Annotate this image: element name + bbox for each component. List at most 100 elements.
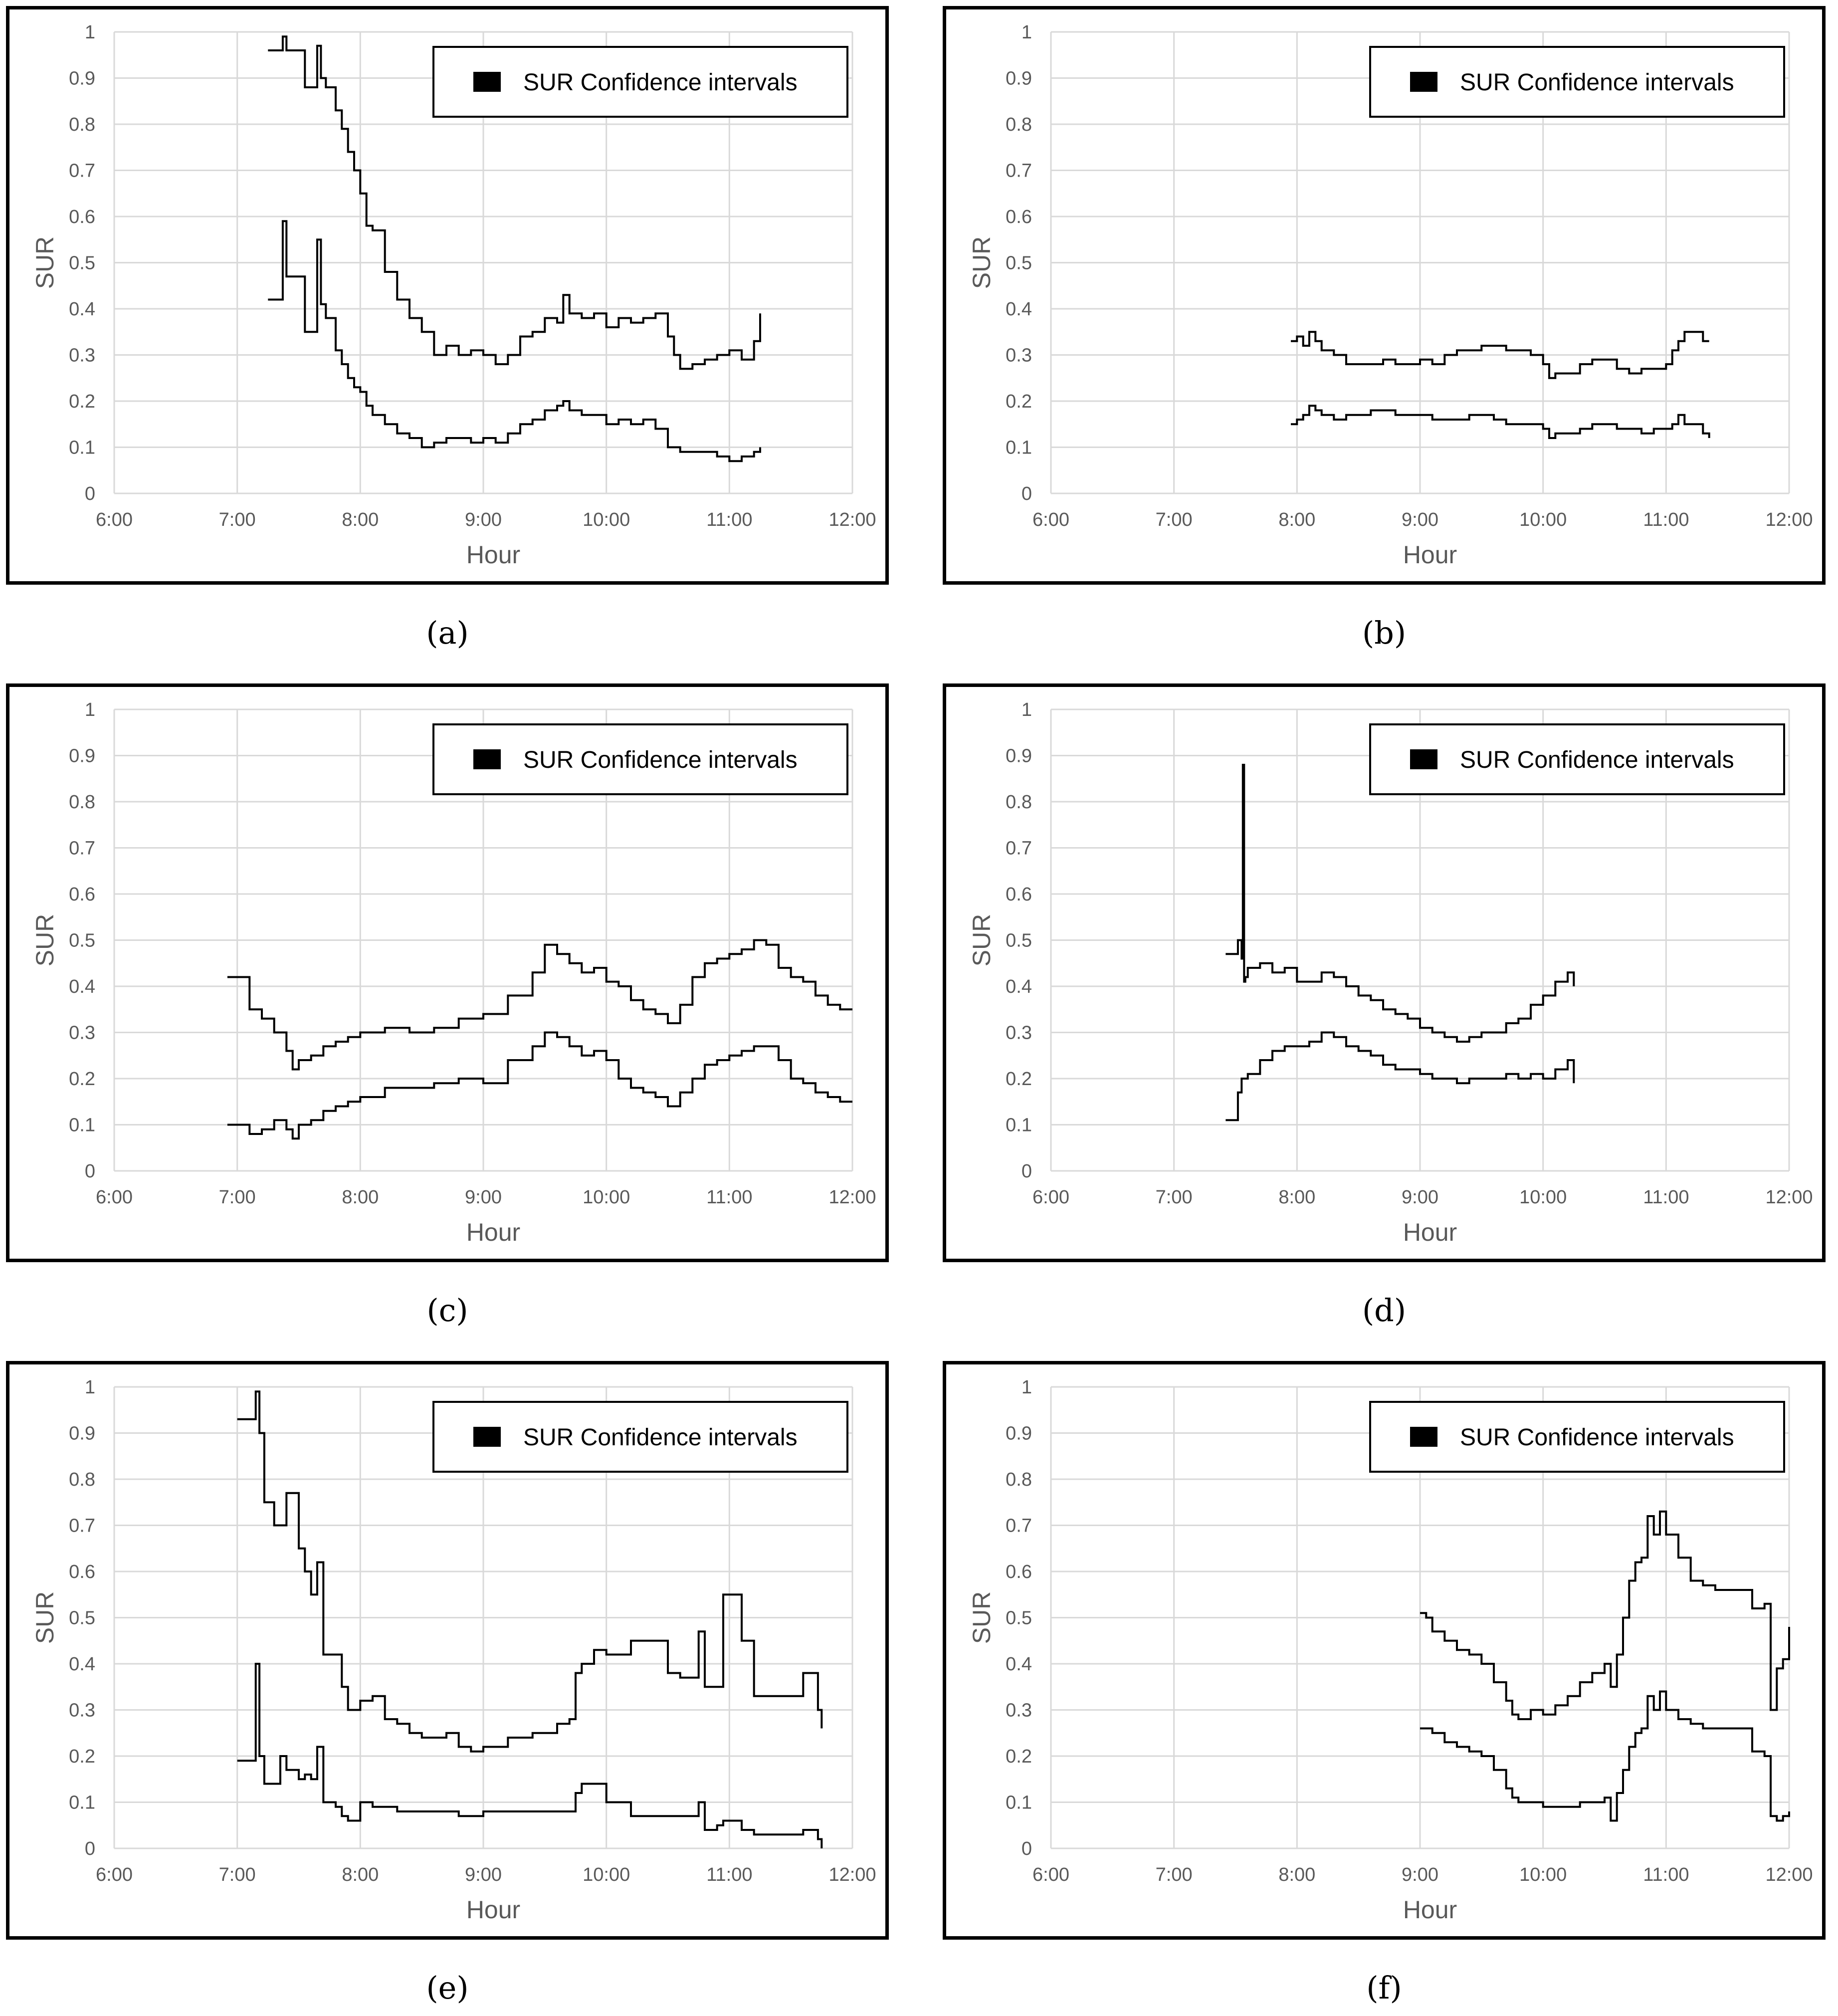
series-line-lower	[268, 220, 761, 462]
y-tick-label: 0.5	[69, 253, 95, 274]
y-tick-label: 0.9	[1006, 746, 1032, 767]
y-tick-label: 0.1	[69, 1792, 95, 1813]
x-tick-label: 7:00	[1156, 1864, 1193, 1885]
y-tick-label: 1	[1021, 22, 1032, 43]
panel-caption: (f)	[1366, 1970, 1402, 2006]
y-tick-label: 1	[1021, 1377, 1032, 1398]
y-tick-label: 0.9	[1006, 1423, 1032, 1444]
series-line-lower	[227, 1031, 852, 1140]
x-tick-label: 11:00	[1643, 1864, 1689, 1885]
y-tick-label: 0.7	[1006, 1516, 1032, 1537]
series-line-lower	[1291, 405, 1710, 439]
y-tick-label: 0.5	[1006, 930, 1032, 951]
y-tick-label: 0.1	[69, 438, 95, 458]
line-chart-f: 0 0.1 0.2 0.3 0.4 0.5 0.6 0.7 0.8 0.9 1 6:00 7:00 8:0…	[968, 1377, 1813, 1924]
line-chart-e: 0 0.1 0.2 0.3 0.4 0.5 0.6 0.7 0.8 0.9 1 6:00 7:00 8:0…	[31, 1377, 876, 1924]
y-tick-label: 1	[85, 699, 95, 720]
y-tick-label: 0.8	[1006, 1469, 1032, 1490]
series-line-upper	[227, 939, 852, 1071]
y-tick-label: 0	[85, 1161, 95, 1182]
y-tick-label: 0.8	[69, 114, 95, 135]
x-tick-label: 6:00	[96, 509, 133, 530]
x-tick-label: 7:00	[219, 1187, 256, 1208]
y-tick-label: 0.7	[69, 161, 95, 182]
legend-label: SUR Confidence intervals	[1460, 1424, 1734, 1451]
y-tick-label: 0.9	[69, 746, 95, 767]
legend-box	[1369, 1401, 1785, 1473]
x-tick-label: 8:00	[1278, 1187, 1315, 1208]
legend-label: SUR Confidence intervals	[1460, 747, 1734, 773]
y-tick-label: 0.4	[1006, 1654, 1032, 1675]
legend-box	[432, 723, 848, 795]
legend-label: SUR Confidence intervals	[523, 69, 798, 96]
y-tick-label: 0.3	[1006, 1023, 1032, 1044]
y-tick-label: 0.7	[1006, 838, 1032, 859]
y-axis-label: SUR	[968, 914, 996, 967]
legend-swatch	[1410, 749, 1437, 769]
y-tick-label: 0.2	[69, 391, 95, 412]
y-tick-label: 0	[1021, 1838, 1032, 1859]
x-tick-label: 6:00	[1032, 509, 1069, 530]
x-tick-label: 7:00	[1156, 1187, 1193, 1208]
x-tick-label: 10:00	[583, 509, 630, 530]
panel-caption: (b)	[1362, 615, 1407, 651]
y-tick-label: 0.1	[1006, 1792, 1032, 1813]
x-tick-label: 9:00	[465, 1864, 502, 1885]
y-tick-label: 0.3	[69, 1700, 95, 1721]
x-tick-label: 10:00	[583, 1187, 630, 1208]
legend-swatch	[473, 72, 501, 92]
legend-box	[432, 1401, 848, 1473]
y-tick-label: 0.8	[1006, 792, 1032, 813]
panel-caption: (e)	[426, 1970, 469, 2006]
x-tick-label: 12:00	[1765, 1864, 1813, 1885]
y-tick-label: 0.8	[69, 792, 95, 813]
x-tick-label: 12:00	[828, 1187, 876, 1208]
y-tick-label: 0.4	[69, 1654, 95, 1675]
chart-frame: 0 0.1 0.2 0.3 0.4 0.5 0.6 0.7 0.8 0.9 1 6:00 7:00 8:0…	[943, 6, 1826, 585]
line-chart-d: 0 0.1 0.2 0.3 0.4 0.5 0.6 0.7 0.8 0.9 1 6:00 7:00 8:0…	[968, 699, 1813, 1246]
legend-box	[432, 46, 848, 118]
y-tick-label: 0.3	[69, 1023, 95, 1044]
x-tick-label: 10:00	[583, 1864, 630, 1885]
series-line-upper	[1225, 764, 1575, 1043]
x-tick-label: 12:00	[828, 1864, 876, 1885]
x-tick-label: 11:00	[1643, 509, 1689, 530]
series-line-lower	[237, 1663, 823, 1848]
x-tick-label: 8:00	[342, 1187, 379, 1208]
y-tick-label: 0	[85, 483, 95, 504]
y-tick-label: 0.2	[1006, 391, 1032, 412]
x-tick-label: 7:00	[219, 509, 256, 530]
x-tick-label: 11:00	[706, 1864, 752, 1885]
y-tick-label: 0.1	[1006, 438, 1032, 458]
x-axis-label: Hour	[1403, 1218, 1457, 1246]
x-tick-label: 9:00	[465, 509, 502, 530]
panel-caption: (a)	[426, 615, 469, 651]
y-tick-label: 0.9	[69, 1423, 95, 1444]
x-axis-label: Hour	[466, 541, 520, 569]
y-tick-label: 0.8	[69, 1469, 95, 1490]
x-tick-label: 8:00	[342, 1864, 379, 1885]
legend-swatch	[473, 1427, 501, 1447]
y-tick-label: 0.5	[1006, 253, 1032, 274]
y-tick-label: 0.5	[1006, 1608, 1032, 1629]
y-tick-label: 0.9	[69, 68, 95, 89]
legend-label: SUR Confidence intervals	[523, 747, 798, 773]
legend-label: SUR Confidence intervals	[523, 1424, 798, 1451]
x-tick-label: 9:00	[465, 1187, 502, 1208]
y-tick-label: 0.6	[1006, 884, 1032, 905]
y-tick-label: 0.3	[1006, 345, 1032, 366]
y-tick-label: 0.2	[69, 1069, 95, 1090]
x-axis-label: Hour	[1403, 541, 1457, 569]
x-tick-label: 9:00	[1402, 1864, 1438, 1885]
y-tick-label: 0.9	[1006, 68, 1032, 89]
x-tick-label: 8:00	[342, 509, 379, 530]
series-line-lower	[1420, 1690, 1790, 1822]
y-tick-label: 1	[1021, 699, 1032, 720]
y-tick-label: 0	[1021, 1161, 1032, 1182]
x-tick-label: 11:00	[1643, 1187, 1689, 1208]
y-tick-label: 0.3	[69, 345, 95, 366]
y-tick-label: 0.6	[1006, 207, 1032, 227]
y-tick-label: 0.4	[69, 299, 95, 320]
series-line-upper	[1420, 1510, 1790, 1720]
y-tick-label: 0.2	[1006, 1069, 1032, 1090]
